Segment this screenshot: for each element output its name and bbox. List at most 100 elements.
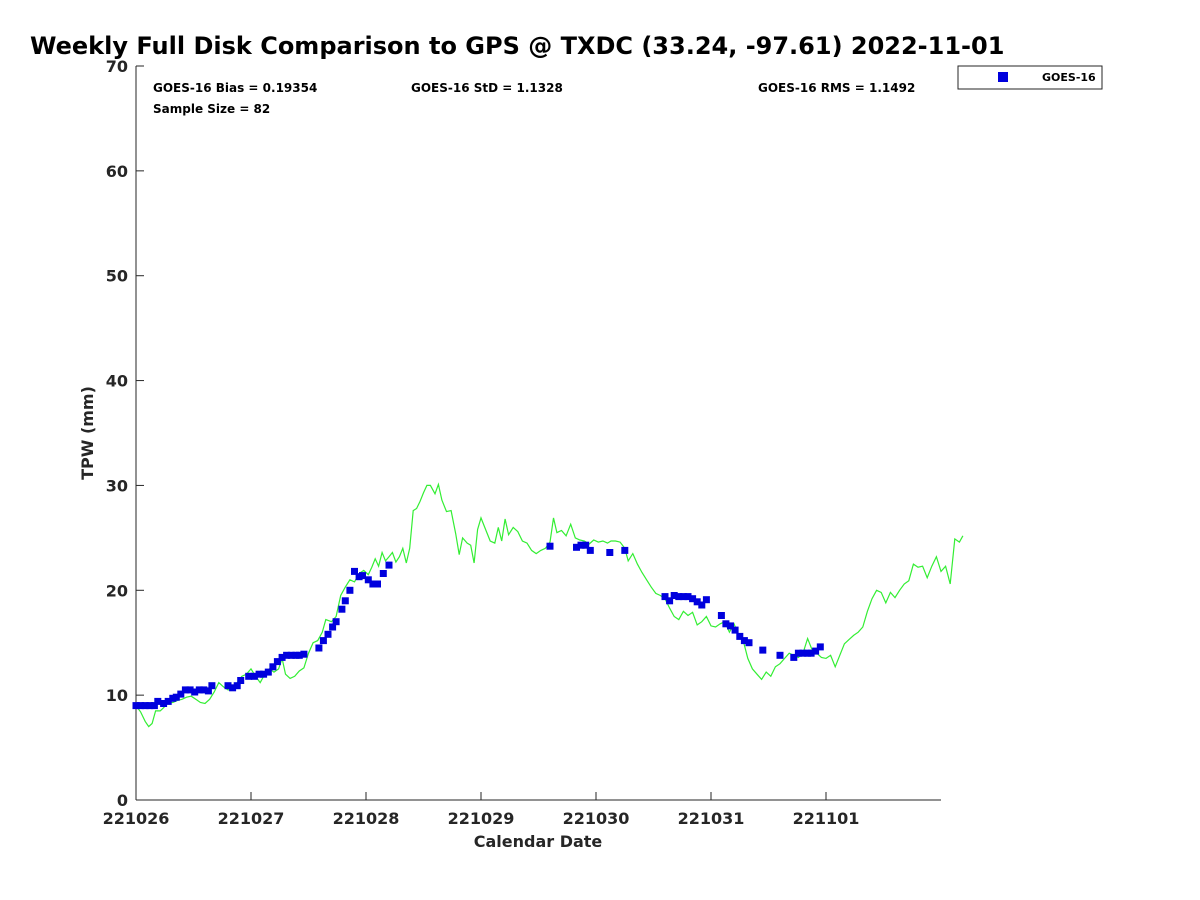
goes-data-point — [319, 637, 327, 645]
goes-data-point — [385, 561, 393, 569]
goes-data-point — [181, 686, 189, 694]
goes-data-point — [374, 580, 381, 588]
goes-data-point — [160, 700, 168, 707]
goes-data-point — [341, 597, 349, 605]
goes-data-point — [260, 670, 268, 678]
x-axis-label: Calendar Date — [474, 832, 603, 851]
goes-data-point — [315, 644, 323, 652]
y-tick-label: 10 — [106, 686, 128, 705]
goes-data-point — [269, 663, 277, 671]
y-ticks: 0 10 20 30 40 50 60 70 — [106, 57, 144, 810]
legend-marker-icon — [998, 72, 1008, 82]
y-axis-label: TPW (mm) — [78, 386, 97, 480]
x-tick-label: 221031 — [678, 809, 745, 828]
goes-data-point — [177, 690, 185, 698]
legend-box — [957, 65, 1103, 90]
goes-data-point — [799, 649, 807, 657]
goes-data-point — [264, 668, 272, 676]
y-tick-label: 50 — [106, 267, 128, 286]
y-tick-label: 30 — [106, 476, 128, 495]
y-tick-label: 70 — [106, 57, 128, 76]
goes-data-point — [146, 702, 154, 710]
goes-data-point — [717, 612, 725, 619]
goes-data-point — [740, 637, 748, 645]
goes-data-point — [172, 693, 180, 701]
goes-data-point — [731, 626, 739, 634]
goes-data-point — [794, 649, 802, 657]
goes-data-point — [586, 546, 594, 554]
goes-data-point — [679, 593, 687, 601]
x-tick-label: 221028 — [333, 809, 400, 828]
y-tick-label: 0 — [117, 791, 128, 810]
goes-data-point — [745, 639, 753, 647]
goes-data-point — [250, 672, 258, 680]
goes-data-point — [759, 646, 767, 654]
x-tick-label: 221029 — [448, 809, 515, 828]
goes-data-point — [702, 596, 710, 604]
goes-data-point — [324, 630, 332, 638]
plot-area — [135, 66, 941, 801]
goes-data-point — [278, 653, 286, 661]
std-stat: GOES-16 StD = 1.1328 — [411, 81, 563, 95]
goes-data-point — [816, 643, 824, 651]
legend-label: GOES-16 — [1042, 71, 1096, 84]
goes-data-point — [229, 684, 237, 692]
x-ticks: 221026 221027 221028 221029 221030 221031 2211… — [103, 792, 860, 828]
goes-data-point — [137, 702, 145, 710]
goes-data-point — [689, 595, 697, 603]
sample-size-stat: Sample Size = 82 — [153, 102, 270, 116]
goes-data-point — [329, 623, 337, 631]
goes-data-point — [546, 542, 554, 550]
goes-data-point — [364, 576, 372, 584]
goes-data-point — [698, 601, 706, 609]
y-tick-label: 60 — [106, 162, 128, 181]
goes-data-point — [141, 702, 149, 710]
goes-data-point — [338, 605, 346, 613]
goes-data-point — [359, 572, 366, 580]
goes-data-point — [273, 658, 281, 666]
goes-data-point — [736, 632, 744, 640]
goes-data-point — [154, 697, 162, 705]
x-tick-label: 221026 — [103, 809, 170, 828]
goes-data-point — [666, 597, 674, 605]
goes-data-point — [661, 593, 669, 601]
x-tick-label: 221027 — [218, 809, 285, 828]
goes-data-point — [379, 570, 387, 577]
goes-data-point — [132, 702, 140, 710]
goes-data-point — [670, 592, 678, 599]
goes-data-point — [577, 541, 585, 549]
goes-data-point — [186, 686, 194, 694]
chart-title: Weekly Full Disk Comparison to GPS @ TXD… — [30, 32, 1004, 60]
goes-data-point — [573, 543, 580, 551]
goes-data-point — [606, 549, 614, 556]
goes-data-point — [224, 682, 232, 690]
goes-data-point — [812, 647, 820, 655]
goes-data-point — [208, 682, 216, 690]
goes-data-point — [283, 651, 291, 659]
goes-data-point — [164, 697, 172, 705]
goes-data-point — [233, 682, 241, 690]
goes-data-point — [807, 649, 815, 657]
goes-data-point — [191, 688, 199, 696]
goes-data-point — [722, 620, 730, 628]
bias-stat: GOES-16 Bias = 0.19354 — [153, 81, 317, 95]
goes-data-point — [237, 677, 245, 684]
x-tick-label: 221030 — [563, 809, 630, 828]
goes-data-point — [790, 653, 798, 661]
goes-data-point — [287, 651, 295, 659]
goes-series — [132, 541, 824, 710]
goes-data-point — [776, 651, 784, 659]
goes-data-point — [727, 622, 734, 630]
goes-data-point — [150, 702, 158, 710]
goes-data-point — [245, 672, 253, 680]
goes-data-point — [621, 546, 629, 554]
x-tick-label: 221101 — [793, 809, 860, 828]
goes-data-point — [255, 670, 263, 678]
goes-data-point — [295, 651, 303, 659]
goes-data-point — [369, 580, 377, 588]
legend: GOES-16 — [957, 65, 1103, 90]
goes-data-point — [200, 686, 208, 694]
goes-data-point — [684, 593, 692, 601]
